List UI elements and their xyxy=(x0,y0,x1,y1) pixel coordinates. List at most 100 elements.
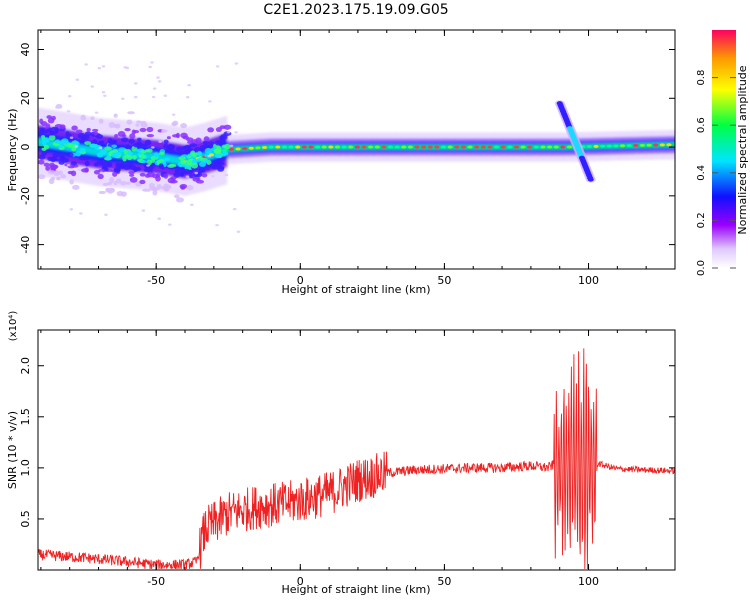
heatmap-noise-blob xyxy=(38,130,45,134)
heatmap-noise-blob xyxy=(180,185,186,190)
heatmap-noise-blob xyxy=(136,120,142,124)
snr-frame xyxy=(37,329,676,571)
heatmap-noise-blob xyxy=(175,132,180,139)
heatmap-noise-blob xyxy=(179,164,188,168)
heatmap-chirp xyxy=(554,100,596,183)
heatmap-outlier xyxy=(146,164,150,167)
heatmap-cell xyxy=(88,146,92,155)
heatmap-outlier xyxy=(75,78,80,81)
heatmap-noise-blob xyxy=(92,139,98,145)
heatmap-cell xyxy=(96,148,101,156)
heatmap-outlier xyxy=(190,203,194,207)
heatmap-noise-blob xyxy=(99,149,107,155)
heatmap-outlier xyxy=(207,154,212,158)
heatmap-noise-blob xyxy=(75,150,82,157)
heatmap-outlier xyxy=(150,61,154,64)
heatmap-noise-blob xyxy=(139,179,146,185)
heatmap-noise xyxy=(38,61,241,233)
heatmap-noise-blob xyxy=(50,176,56,181)
heatmap-noise-blob xyxy=(133,129,140,134)
heatmap-noise-blob xyxy=(152,190,158,196)
heatmap-outlier xyxy=(167,223,172,226)
heatmap-noise-blob xyxy=(187,140,194,144)
heatmap-noise-blob xyxy=(90,116,95,120)
heatmap-outlier xyxy=(66,110,71,113)
heatmap-cell xyxy=(212,150,216,158)
heatmap-outlier xyxy=(97,66,102,70)
heatmap-noise-blob xyxy=(111,144,118,148)
heatmap-hotspot xyxy=(308,145,314,149)
heatmap-cell xyxy=(339,144,343,150)
heatmap-noise-blob xyxy=(201,173,208,178)
heatmap-noise-blob xyxy=(191,162,199,169)
heatmap-outlier xyxy=(84,63,88,66)
heatmap-outlier xyxy=(133,95,138,99)
heatmap-noise-blob xyxy=(137,137,142,142)
heatmap-noise-blob xyxy=(106,181,113,186)
snr-panel: -50 0 50 100 0.5 1.0 1.5 2.0 Height of straight… xyxy=(6,311,676,596)
heatmap-cell xyxy=(47,139,52,148)
heatmap-outlier xyxy=(151,95,156,99)
heatmap-noise-blob xyxy=(158,151,165,156)
heatmap-noise-blob xyxy=(114,133,119,139)
heatmap-hotspot xyxy=(295,145,301,149)
heatmap-cell xyxy=(226,147,231,152)
heatmap-noise-blob xyxy=(166,145,175,151)
heatmap-hotspot xyxy=(381,145,387,149)
heatmap-cell xyxy=(491,144,496,150)
heatmap-outlier xyxy=(234,131,238,134)
heatmap-noise-blob xyxy=(72,184,80,190)
heatmap-noise-blob xyxy=(135,166,141,170)
heatmap-noise-blob xyxy=(84,141,92,145)
heatmap-noise-blob xyxy=(38,127,46,131)
heatmap-noise-blob xyxy=(180,171,186,175)
heatmap-noise-blob xyxy=(128,170,135,175)
heatmap-noise-blob xyxy=(213,148,222,154)
heatmap-noise-blob xyxy=(180,150,187,156)
heatmap-cell xyxy=(174,156,179,165)
colorbar-tick-label: 0.4 xyxy=(696,165,707,181)
heatmap-noise-blob xyxy=(196,151,203,156)
heatmap-hotspot xyxy=(321,145,327,149)
heatmap-outlier xyxy=(134,82,138,85)
heatmap-noise-blob xyxy=(95,134,104,139)
heatmap-noise-blob xyxy=(60,154,66,160)
heatmap-outlier xyxy=(208,100,212,103)
heatmap-outlier xyxy=(103,94,107,97)
heatmap-hotspot xyxy=(341,145,347,149)
heatmap-noise-blob xyxy=(221,144,227,149)
heatmap-ytick-label: 40 xyxy=(19,43,32,57)
heatmap-noise-blob xyxy=(207,127,215,133)
heatmap-noise-blob xyxy=(158,163,164,169)
colorbar: 0.0 0.2 0.4 0.6 0.8 Normalized spectral ampl… xyxy=(696,30,749,276)
heatmap-noise-blob xyxy=(82,134,90,141)
heatmap-cell xyxy=(272,144,277,150)
heatmap-noise-blob xyxy=(79,147,87,153)
heatmap-noise-blob xyxy=(46,115,53,119)
heatmap-noise-blob xyxy=(127,151,133,156)
colorbar-tick-label: 0.6 xyxy=(696,117,707,133)
heatmap-noise-blob xyxy=(129,133,136,140)
heatmap-cell xyxy=(91,147,95,155)
heatmap-hotspot xyxy=(500,145,506,149)
heatmap-noise-blob xyxy=(56,176,61,181)
heatmap-noise-blob xyxy=(213,161,221,167)
heatmap-noise-blob xyxy=(86,127,91,132)
heatmap-cell xyxy=(673,142,675,148)
heatmap-noise-blob xyxy=(152,174,159,179)
heatmap-hotspot xyxy=(255,146,261,150)
snr-xtick-label: 50 xyxy=(437,575,451,588)
heatmap-outlier xyxy=(125,66,130,70)
heatmap-hotspot xyxy=(268,145,274,149)
heatmap-hotspot xyxy=(507,145,513,149)
snr-ytick-label: 0.5 xyxy=(19,510,32,528)
heatmap-cell xyxy=(232,146,236,152)
heatmap-noise-blob xyxy=(52,152,61,158)
snr-ytick-label: 2.0 xyxy=(19,357,32,375)
heatmap-noise-blob xyxy=(112,139,118,145)
heatmap-outlier xyxy=(157,217,162,220)
snr-xlabel: Height of straight line (km) xyxy=(281,583,430,596)
heatmap-noise-blob xyxy=(170,176,177,181)
colorbar-tick-label: 0.8 xyxy=(696,70,707,86)
heatmap-outlier xyxy=(66,163,71,167)
